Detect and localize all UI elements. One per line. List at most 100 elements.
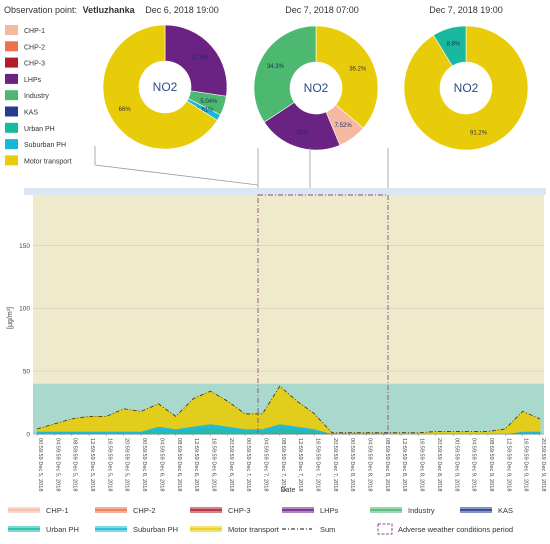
x-tick-label: 08:59:59 Dec 8, 2018 (384, 438, 390, 492)
donut-2-title: Dec 7, 2018 07:00 (285, 5, 359, 15)
x-tick-label: 20:59:59 Dec 8, 2018 (436, 438, 442, 492)
legend-label-adverse-weather-conditions-period: Adverse weather conditions period (398, 525, 513, 534)
donut-slice-lhps (263, 101, 341, 151)
legend-label-chp-2: CHP-2 (24, 44, 45, 51)
donut-slice-label: 1.61% (196, 108, 214, 114)
x-tick-label: 00:59:59 Dec 8, 2018 (349, 438, 355, 492)
side-legend: CHP-1 CHP-2 CHP-3 LHPs Industry KAS Urban PH Su… (5, 25, 72, 166)
connector-line (94, 164, 259, 186)
bottom-legend: CHP-1 CHP-2 CHP-3 LHPs Industry KAS Urban PH Su… (8, 506, 513, 535)
x-tick-label: 16:59:59 Dec 8, 2018 (419, 438, 425, 492)
observation-value: Vetluzhanka (83, 5, 136, 15)
donut-slice-label: 34.3% (267, 64, 285, 70)
donut-slice-label: 91.2% (470, 130, 488, 136)
donut-slice-lhps (164, 24, 228, 97)
donut-center-label: NO2 (153, 80, 178, 94)
donut-slice-label: 5.04% (200, 99, 218, 105)
x-tick-label: 04:59:59 Dec 9, 2018 (471, 438, 477, 492)
x-tick-label: 20:59:59 Dec 5, 2018 (124, 438, 130, 492)
x-tick-label: 12:59:59 Dec 9, 2018 (505, 438, 511, 491)
donut-hole (290, 62, 342, 114)
legend-label-chp-3: CHP-3 (24, 61, 45, 68)
x-tick-label: 08:59:59 Dec 6, 2018 (176, 438, 182, 492)
donut-slice-industry (253, 25, 317, 123)
donut-slice-motor-transport (102, 24, 218, 150)
legend-label-motor-transport: Motor transport (24, 158, 72, 165)
donut-3: 91.2% 8.8% NO2 (403, 25, 529, 151)
donut-3-title: Dec 7, 2018 19:00 (429, 5, 503, 15)
legend-swatch-kas (5, 106, 18, 117)
donut-slice-label: 22% (297, 130, 310, 136)
legend-label-chp-1: CHP-1 (24, 28, 45, 35)
legend-swatch-motor-transport (5, 155, 18, 166)
x-tick-label: 20:59:59 Dec 6, 2018 (228, 438, 234, 492)
x-tick-label: 20:59:59 Dec 9, 2018 (540, 438, 546, 492)
donut-hole (139, 61, 191, 113)
x-tick-label: 04:59:59 Dec 6, 2018 (158, 438, 164, 492)
donut-charts: 27.4% 5.04% 1.61% 66% NO2 36.2% 7.52% 22% 34.3% N… (102, 24, 529, 151)
donut-slice-label: 8.8% (447, 42, 461, 48)
legend-label-sum: Sum (320, 525, 335, 534)
x-tick-label: 08:59:59 Dec 5, 2018 (72, 438, 78, 492)
legend-label-kas: KAS (498, 506, 513, 515)
x-tick-label: 00:59:59 Dec 7, 2018 (245, 438, 251, 492)
donut-1: 27.4% 5.04% 1.61% 66% NO2 (102, 24, 228, 150)
observation-label: Observation point: Vetluzhanka (4, 5, 136, 15)
legend-swatch-suburban-ph (5, 139, 18, 150)
x-tick-label: 16:59:59 Dec 7, 2018 (315, 438, 321, 492)
legend-label-motor-transport: Motor transport (228, 525, 280, 534)
x-tick-label: 04:59:59 Dec 7, 2018 (262, 438, 268, 492)
donut-2: 36.2% 7.52% 22% 34.3% NO2 (253, 25, 379, 151)
donut-connectors (94, 146, 389, 195)
legend-label-industry: Industry (24, 93, 49, 100)
donut-slice-label: 27.4% (191, 55, 209, 61)
y-axis-label: [μg/m³] (7, 307, 14, 329)
legend-label-suburban-ph: Suburban PH (133, 525, 178, 534)
donut-slice-urban-ph (433, 25, 467, 67)
legend-label-chp-3: CHP-3 (228, 506, 251, 515)
area-chart: 0 50 100 150 [μg/m³] 00:59:59 Dec 5, 2018 04:5… (7, 188, 546, 494)
x-tick-label: 00:59:59 Dec 5, 2018 (37, 438, 43, 492)
donut-slice-motor-transport (315, 25, 379, 129)
legend-label-chp-2: CHP-2 (133, 506, 156, 515)
x-tick-label: 00:59:59 Dec 9, 2018 (453, 438, 459, 492)
y-tick-label: 0 (26, 432, 30, 439)
band-above-threshold (33, 195, 544, 384)
y-tick-label: 100 (19, 306, 30, 313)
y-tick-label: 50 (23, 369, 31, 376)
x-tick-label: 08:59:59 Dec 7, 2018 (280, 438, 286, 492)
x-tick-label: 04:59:59 Dec 8, 2018 (367, 438, 373, 492)
donut-slice-motor-transport (403, 25, 529, 151)
x-tick-label: 08:59:59 Dec 9, 2018 (488, 438, 494, 492)
legend-swatch-chp-1 (5, 25, 18, 35)
x-tick-label: 00:59:59 Dec 6, 2018 (141, 438, 147, 492)
legend-label-urban-ph: Urban PH (46, 525, 79, 534)
x-tick-label: 12:59:59 Dec 6, 2018 (193, 438, 199, 492)
legend-swatch-chp-3 (5, 57, 18, 68)
donut-slice-label: 66% (119, 107, 132, 113)
x-tick-label: 16:59:59 Dec 6, 2018 (210, 438, 216, 492)
x-tick-label: 20:59:59 Dec 7, 2018 (332, 438, 338, 492)
legend-label-industry: Industry (408, 506, 435, 515)
legend-swatch-adverse-weather (377, 523, 393, 535)
x-tick-label: 04:59:59 Dec 5, 2018 (54, 438, 60, 492)
legend-swatch-lhps (5, 73, 18, 84)
sum-line (36, 385, 541, 434)
donut-hole (440, 62, 492, 114)
x-tick-label: 12:59:59 Dec 8, 2018 (401, 438, 407, 492)
donut-center-label: NO2 (454, 81, 479, 95)
x-tick-label: 16:59:59 Dec 9, 2018 (523, 438, 529, 492)
donut-1-title: Dec 6, 2018 19:00 (145, 5, 219, 15)
donut-slice-label: 7.52% (335, 123, 353, 129)
legend-label-urban-ph: Urban PH (24, 126, 55, 133)
legend-label-lhps: LHPs (320, 506, 339, 515)
chart-top-strip (24, 188, 546, 195)
legend-label-kas: KAS (24, 110, 38, 117)
x-tick-label: 12:59:59 Dec 5, 2018 (89, 438, 95, 492)
x-tick-label: 12:59:59 Dec 7, 2018 (297, 438, 303, 492)
donut-slice-label: 36.2% (349, 67, 367, 73)
legend-swatch-urban-ph (5, 122, 18, 133)
legend-swatch-chp-2 (5, 41, 18, 52)
legend-label-suburban-ph: Suburban PH (24, 142, 66, 149)
